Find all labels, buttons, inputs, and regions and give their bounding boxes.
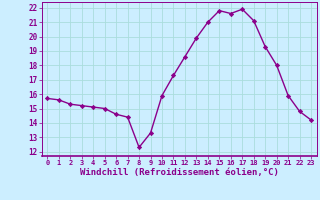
X-axis label: Windchill (Refroidissement éolien,°C): Windchill (Refroidissement éolien,°C): [80, 168, 279, 177]
